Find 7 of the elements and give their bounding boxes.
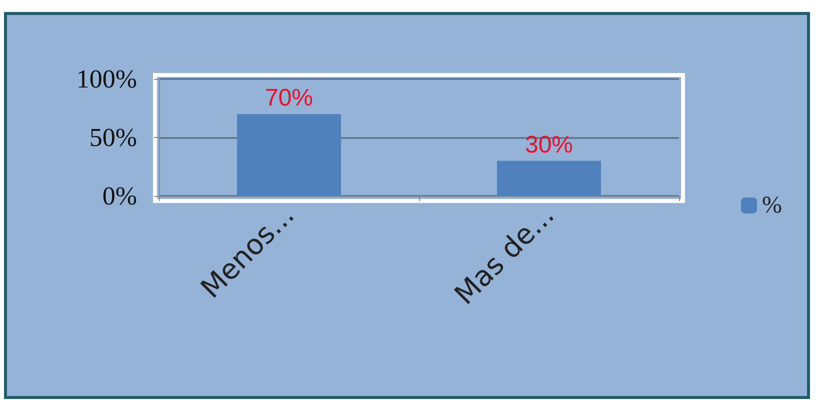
y-tick-label: 50% [89,123,137,152]
data-label: 70% [264,84,314,112]
y-tick-label: 0% [102,182,137,210]
data-label: 30% [524,131,574,158]
x-tick-label: Mas de... [448,198,561,312]
legend-label: % [762,192,782,218]
y-tick-label: 100% [76,64,137,94]
